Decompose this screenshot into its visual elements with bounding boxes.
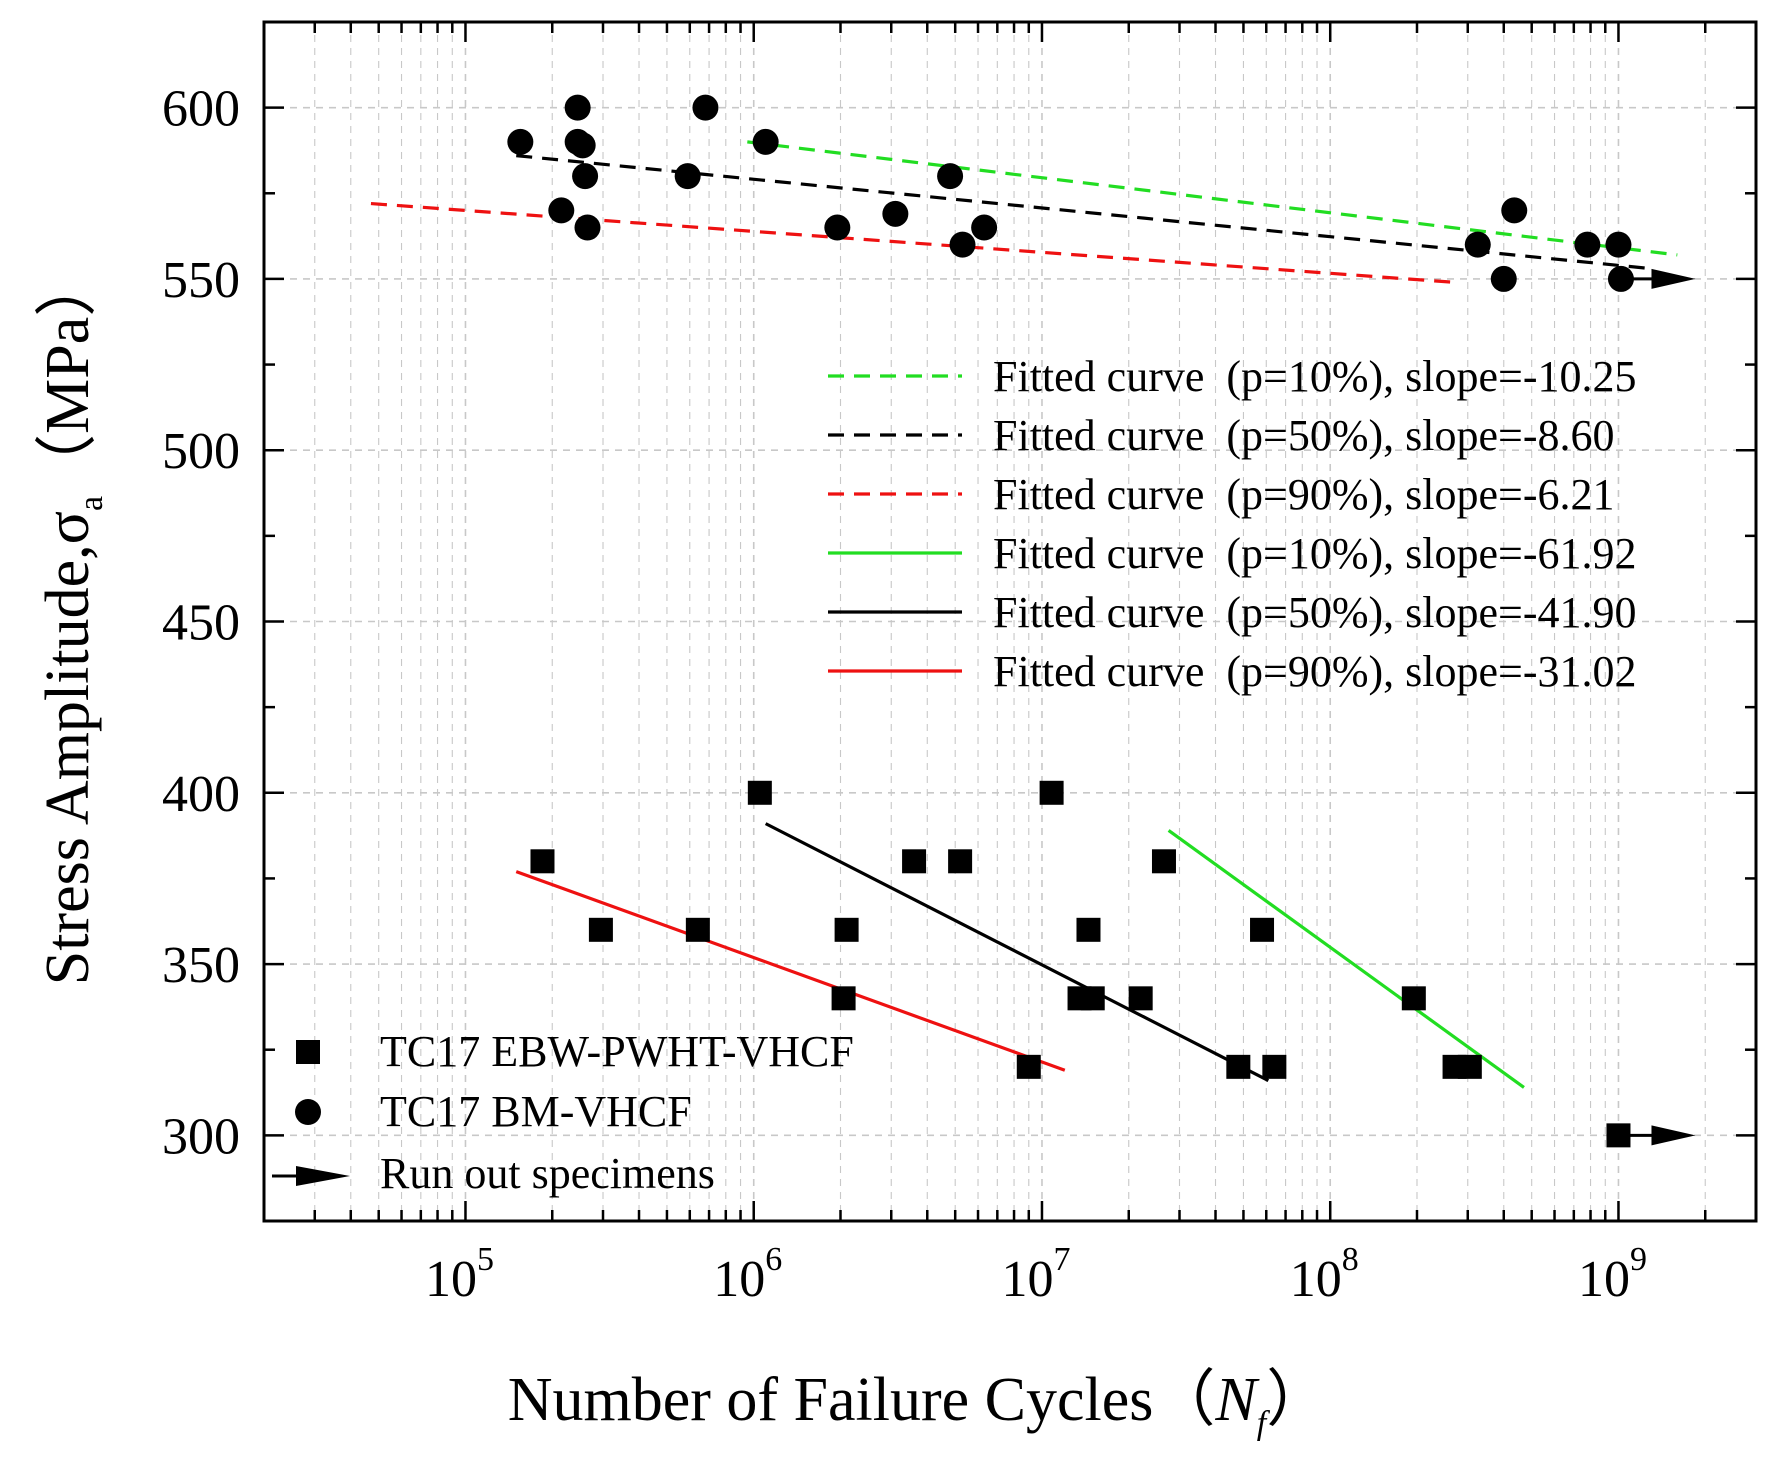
fitted-curve-dashed-2 [370, 201, 1455, 284]
x-tick-labels: 105 106 107 108 109 [425, 1241, 1647, 1308]
ebw-data-point [588, 917, 613, 942]
legend-markers: TC17 EBW-PWHT-VHCF TC17 BM-VHCF Run out … [272, 1027, 854, 1198]
legend-runout-label: Run out specimens [380, 1149, 715, 1198]
bm-data-point [937, 163, 964, 190]
legend-label-2: Fitted curve (p=90%), slope=-6.21 [993, 470, 1615, 519]
bm-data-point [569, 132, 596, 159]
bm-data-point [752, 128, 779, 155]
y-tick-label: 500 [162, 423, 240, 480]
bm-data-point [574, 214, 601, 241]
ebw-data-point [834, 917, 859, 942]
ebw-data-point [685, 917, 710, 942]
bm-data-point [1574, 231, 1601, 258]
x-axis-title: Number of Failure Cycles（Nf） [508, 1366, 1329, 1442]
fitted-curve-dashed-0 [747, 140, 1678, 257]
ebw-data-point [1151, 849, 1176, 874]
ebw-data-point [747, 780, 772, 805]
legend-arrow-head [296, 1166, 350, 1186]
ebw-data-point [1606, 1123, 1631, 1148]
bm-data-point [692, 94, 719, 121]
x-tick-label: 109 [1578, 1241, 1647, 1308]
bm-data-point [949, 231, 976, 258]
data-points [507, 94, 1634, 1148]
y-axis-title: Stress Amplitude,σa（MPa） [34, 255, 110, 986]
legend-label-4: Fitted curve (p=50%), slope=-41.90 [993, 588, 1637, 637]
x-tick-label: 105 [425, 1241, 494, 1308]
legend-label-1: Fitted curve (p=50%), slope=-8.60 [993, 411, 1615, 460]
legend-circle-marker [295, 1099, 321, 1125]
bm-data-point [1490, 265, 1517, 292]
bm-data-point [1605, 231, 1632, 258]
fitted-curve-dashed-1 [516, 154, 1652, 271]
bm-data-point [1501, 197, 1528, 224]
axis-ticks [262, 20, 1758, 1223]
legend-curves: Fitted curve (p=10%), slope=-10.25 Fitted… [828, 352, 1637, 696]
ebw-data-point [1457, 1054, 1482, 1079]
x-tick-label: 107 [1001, 1241, 1070, 1308]
ebw-data-point [1080, 986, 1105, 1011]
legend-label-0: Fitted curve (p=10%), slope=-10.25 [993, 352, 1637, 401]
bm-data-point [1607, 265, 1634, 292]
ebw-data-point [1250, 917, 1275, 942]
y-tick-labels: 300 350 400 450 500 550 600 [162, 81, 240, 1166]
ebw-data-point [831, 986, 856, 1011]
legend-square-marker [296, 1040, 320, 1064]
ebw-data-point [1401, 986, 1426, 1011]
bm-data-point [507, 128, 534, 155]
y-tick-label: 350 [162, 937, 240, 994]
ebw-data-point [1076, 917, 1101, 942]
legend-square-label: TC17 EBW-PWHT-VHCF [380, 1027, 854, 1076]
ebw-data-point [1262, 1054, 1287, 1079]
y-tick-label: 600 [162, 81, 240, 138]
bm-data-point [548, 197, 575, 224]
bm-data-point [882, 200, 909, 227]
fitted-curve-solid-5 [515, 870, 1066, 1072]
bm-data-point [564, 94, 591, 121]
fitted-curve-solid-4 [764, 822, 1270, 1082]
ebw-data-point [902, 849, 927, 874]
y-tick-label: 400 [162, 766, 240, 823]
bm-data-point [1464, 231, 1491, 258]
ebw-data-point [1039, 780, 1064, 805]
x-tick-label: 106 [713, 1241, 782, 1308]
bm-data-point [824, 214, 851, 241]
ebw-data-point [1128, 986, 1153, 1011]
y-tick-label: 450 [162, 595, 240, 652]
ebw-data-point [1016, 1054, 1041, 1079]
runout-arrow-head [1651, 1125, 1696, 1146]
legend-label-3: Fitted curve (p=10%), slope=-61.92 [993, 529, 1637, 578]
y-tick-label: 550 [162, 252, 240, 309]
ebw-data-point [530, 849, 555, 874]
x-tick-label: 108 [1290, 1241, 1359, 1308]
legend-label-5: Fitted curve (p=90%), slope=-31.02 [993, 647, 1637, 696]
bm-data-point [971, 214, 998, 241]
y-tick-label: 300 [162, 1108, 240, 1165]
bm-data-point [674, 163, 701, 190]
runout-arrow-head [1651, 268, 1696, 289]
legend-circle-label: TC17 BM-VHCF [380, 1087, 692, 1136]
ebw-data-point [1226, 1054, 1251, 1079]
fitted-curves [370, 140, 1678, 1089]
bm-data-point [572, 163, 599, 190]
fitted-curve-solid-3 [1167, 829, 1525, 1089]
ebw-data-point [948, 849, 973, 874]
grid-lines [263, 22, 1757, 1221]
